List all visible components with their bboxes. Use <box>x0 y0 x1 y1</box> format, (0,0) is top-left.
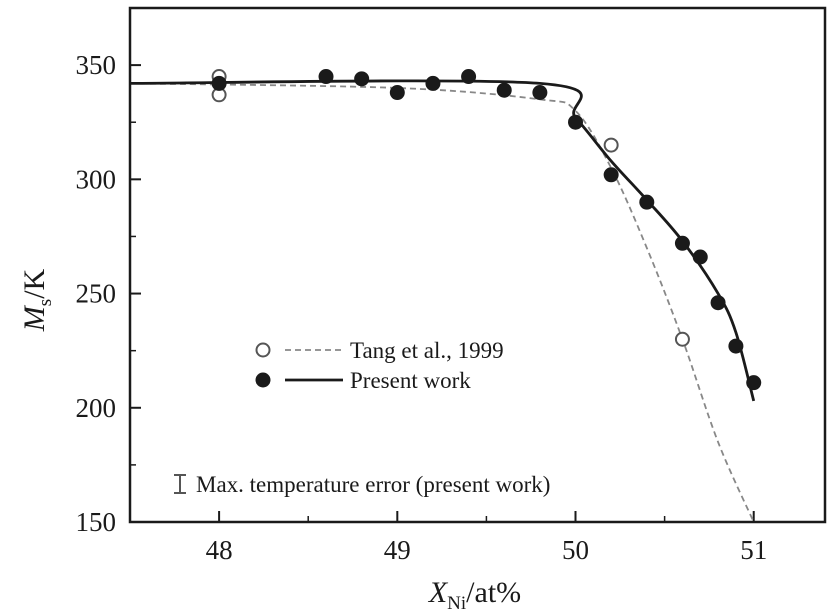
plot-border <box>128 6 827 524</box>
series-line-tang-1999 <box>129 82 755 523</box>
series-present-work <box>129 79 756 402</box>
legend-marker-open <box>255 342 271 358</box>
data-point-filled <box>532 85 548 101</box>
x-tick-label: 48 <box>206 535 233 565</box>
legend-marker-filled <box>255 372 271 388</box>
data-point-filled <box>568 114 584 130</box>
data-point-filled <box>389 85 405 101</box>
data-point-open <box>674 331 690 347</box>
error-annotation-text: Max. temperature error (present work) <box>196 472 550 497</box>
series-line-present-work <box>129 79 756 402</box>
series-points-present-work <box>211 69 762 391</box>
legend-label: Tang et al., 1999 <box>350 338 504 363</box>
x-axis: 48 49 50 51 <box>129 511 767 565</box>
data-point-open <box>603 137 619 153</box>
series-layer <box>129 69 762 523</box>
x-axis-title: XNi/at% <box>428 576 521 613</box>
legend-item-present-work: Present work <box>255 368 471 393</box>
y-tick-label: 250 <box>76 279 117 309</box>
error-bar-icon <box>174 474 186 494</box>
y-tick-label: 350 <box>76 50 117 80</box>
plot-frame <box>128 6 827 524</box>
y-tick-label: 200 <box>76 393 117 423</box>
data-point-filled <box>674 235 690 251</box>
y-axis: 150 200 250 300 350 <box>76 7 141 537</box>
series-points-tang-1999 <box>211 69 690 347</box>
y-tick-label: 300 <box>76 164 117 194</box>
data-point-filled <box>746 375 762 391</box>
data-point-filled <box>692 249 708 265</box>
data-point-filled <box>318 69 334 85</box>
data-point-filled <box>603 167 619 183</box>
data-point-filled <box>728 338 744 354</box>
data-point-filled <box>211 75 227 91</box>
data-point-filled <box>354 71 370 87</box>
y-tick-label: 150 <box>76 507 117 537</box>
legend-item-tang-1999: Tang et al., 1999 <box>255 338 504 363</box>
x-tick-label: 50 <box>562 535 589 565</box>
data-point-filled <box>496 82 512 98</box>
series-tang-1999 <box>129 82 755 523</box>
y-axis-title: Ms/K <box>18 268 56 332</box>
data-point-filled <box>639 194 655 210</box>
x-tick-label: 49 <box>384 535 411 565</box>
data-point-filled <box>461 69 477 85</box>
data-point-filled <box>425 75 441 91</box>
data-point-filled <box>710 295 726 311</box>
legend: Tang et al., 1999 Present work <box>255 338 504 393</box>
legend-label: Present work <box>350 368 471 393</box>
x-tick-label: 51 <box>740 535 767 565</box>
error-annotation: Max. temperature error (present work) <box>174 472 550 497</box>
